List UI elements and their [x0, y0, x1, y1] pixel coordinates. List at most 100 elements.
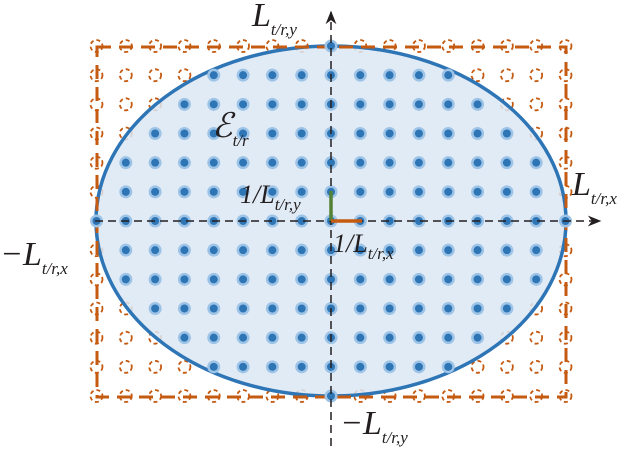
lattice-point: [444, 333, 453, 342]
label-part: t/r: [233, 131, 249, 150]
outer-lattice-point: [118, 68, 133, 83]
lattice-point: [268, 304, 277, 313]
lattice-point: [356, 333, 365, 342]
label-part: t/r,x: [42, 259, 68, 278]
lattice-point: [151, 246, 160, 255]
lattice-point: [356, 362, 365, 371]
lattice-point: [297, 217, 306, 225]
lattice-point: [239, 100, 248, 109]
lattice-point: [385, 275, 394, 284]
lattice-point: [297, 333, 306, 342]
lattice-point: [356, 304, 365, 313]
lattice-point: [239, 333, 248, 342]
lattice-point: [444, 246, 453, 255]
lattice-point: [151, 129, 160, 138]
lattice-point: [502, 158, 511, 167]
lattice-point: [180, 246, 189, 255]
lattice-point: [180, 275, 189, 284]
lattice-point: [297, 362, 306, 371]
lattice-point: [502, 217, 511, 225]
lattice-point: [151, 217, 160, 225]
lattice-point: [239, 246, 248, 255]
outer-lattice-point: [529, 330, 544, 345]
lattice-point: [151, 304, 160, 313]
lattice-point: [444, 71, 453, 80]
lattice-point: [239, 71, 248, 80]
outer-lattice-point: [118, 330, 133, 345]
lattice-point: [444, 158, 453, 167]
outer-lattice-point: [89, 359, 104, 374]
lattice-point: [151, 275, 160, 284]
lattice-point: [297, 275, 306, 284]
lattice-point: [297, 71, 306, 80]
lattice-point: [385, 333, 394, 342]
lattice-point: [121, 158, 130, 167]
neg-y-label: −Lt/r,y: [340, 405, 408, 447]
lattice-point: [268, 158, 277, 167]
step-x-label: 1/Lt/r,x: [333, 229, 394, 263]
lattice-point: [532, 217, 541, 225]
lattice-point: [356, 275, 365, 284]
lattice-point: [209, 246, 218, 255]
label-part: −L: [0, 236, 42, 273]
outer-lattice-point: [529, 68, 544, 83]
lattice-point: [297, 304, 306, 313]
lattice-point: [444, 304, 453, 313]
lattice-point: [268, 246, 277, 255]
lattice-point: [502, 129, 511, 138]
lattice-point: [268, 100, 277, 109]
label-part: 1/L: [333, 229, 368, 258]
lattice-point: [209, 187, 218, 196]
outer-lattice-point: [499, 68, 514, 83]
outer-lattice-point: [236, 39, 250, 53]
lattice-point: [414, 217, 423, 225]
lattice-point: [297, 187, 306, 196]
lattice-point: [473, 246, 482, 255]
lattice-point: [473, 187, 482, 196]
label-part: ℰ: [212, 108, 236, 145]
outer-lattice-point: [148, 39, 163, 53]
lattice-point: [239, 304, 248, 313]
lattice-point: [356, 246, 365, 255]
lattice-point: [385, 158, 394, 167]
outer-lattice-point: [177, 359, 192, 374]
lattice-point: [239, 129, 248, 138]
lattice-point: [268, 362, 277, 371]
lattice-point: [209, 362, 218, 371]
lattice-point: [268, 333, 277, 342]
outer-lattice-point: [529, 359, 544, 374]
x-axis-label: Lt/r,x: [571, 166, 617, 208]
label-part: t/r,y: [275, 195, 301, 214]
lattice-point: [414, 333, 423, 342]
label-part: −L: [340, 405, 382, 442]
inner-points: [90, 39, 572, 403]
lattice-point: [327, 392, 335, 400]
lattice-point: [180, 304, 189, 313]
lattice-point: [414, 246, 423, 255]
lattice-point: [473, 129, 482, 138]
lattice-point: [209, 71, 218, 80]
lattice-point: [209, 100, 218, 109]
label-part: t/r,y: [271, 20, 297, 39]
lattice-point: [327, 42, 335, 50]
outer-lattice-point: [148, 68, 163, 83]
outer-lattice-point: [177, 68, 192, 83]
lattice-point: [414, 275, 423, 284]
lattice-point: [356, 71, 365, 80]
lattice-point: [239, 362, 248, 371]
lattice-point: [209, 333, 218, 342]
lattice-point: [121, 246, 130, 255]
lattice-point: [297, 100, 306, 109]
outer-lattice-point: [499, 389, 514, 403]
lattice-point: [180, 100, 189, 109]
lattice-point: [473, 275, 482, 284]
ellipse-label: ℰt/r: [212, 108, 249, 150]
lattice-point: [532, 187, 541, 196]
lattice-point: [121, 187, 130, 196]
lattice-point: [385, 217, 394, 225]
label-part: t/r,y: [382, 428, 408, 447]
lattice-point: [414, 100, 423, 109]
label-part: L: [571, 166, 591, 203]
lattice-point: [444, 362, 453, 371]
